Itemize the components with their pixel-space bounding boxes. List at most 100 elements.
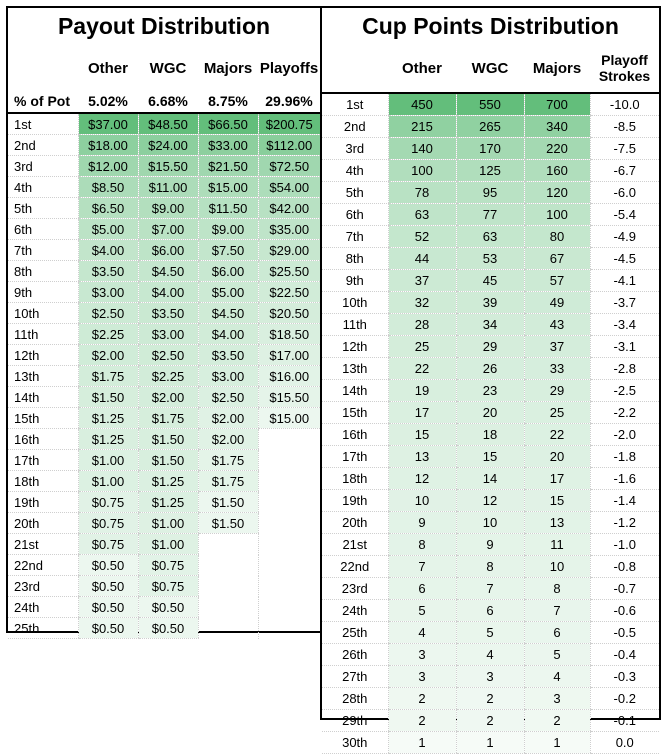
cup-rank-cell: 9th: [322, 269, 388, 292]
payout-rank-cell: 22nd: [8, 554, 78, 576]
cup-other-cell: 10: [387, 489, 456, 512]
payout-majors-cell: $4.00: [197, 323, 258, 345]
payout-rank-cell: 9th: [8, 281, 78, 303]
cup-row: 13th 22 26 33 -2.8: [322, 357, 659, 380]
payout-playoffs-cell: $42.00: [257, 197, 320, 219]
payout-rank-cell: 20th: [8, 512, 78, 534]
cup-row: 14th 19 23 29 -2.5: [322, 379, 659, 402]
payout-playoffs-cell: $17.00: [257, 344, 320, 366]
payout-other-cell: $0.75: [77, 491, 138, 513]
payout-row: 19th $0.75 $1.25 $1.50: [8, 491, 320, 513]
cup-wgc-cell: 2: [455, 687, 524, 710]
cup-rank-cell: 29th: [322, 709, 388, 732]
payout-rank-cell: 15th: [8, 407, 78, 429]
payout-playoffs-cell: [257, 470, 320, 492]
cup-rank-cell: 24th: [322, 599, 388, 622]
cup-other-cell: 9: [387, 511, 456, 534]
payout-other-cell: $3.00: [77, 281, 138, 303]
payout-majors-cell: $1.75: [197, 449, 258, 471]
cup-wgc-cell: 26: [455, 357, 524, 380]
payout-other-cell: $3.50: [77, 260, 138, 282]
cup-rank-cell: 4th: [322, 159, 388, 182]
pct-playoffs: 29.96%: [258, 89, 320, 114]
cup-row: 22nd 7 8 10 -0.8: [322, 555, 659, 578]
payout-row: 17th $1.00 $1.50 $1.75: [8, 449, 320, 471]
cup-other-cell: 32: [387, 291, 456, 314]
cup-majors-cell: 700: [523, 93, 590, 116]
cup-other-cell: 25: [387, 335, 456, 358]
cup-header-rank: [322, 44, 388, 94]
cup-row: 2nd 215 265 340 -8.5: [322, 115, 659, 138]
payout-majors-cell: [197, 596, 258, 618]
cup-row: 8th 44 53 67 -4.5: [322, 247, 659, 270]
cup-majors-cell: 11: [523, 533, 590, 556]
payout-other-cell: $0.50: [77, 554, 138, 576]
cup-majors-cell: 5: [523, 643, 590, 666]
cup-row: 21st 8 9 11 -1.0: [322, 533, 659, 556]
payout-row: 25th $0.50 $0.50: [8, 617, 320, 639]
cup-wgc-cell: 95: [455, 181, 524, 204]
cup-wgc-cell: 4: [455, 643, 524, 666]
cup-points-distribution-panel: Cup Points Distribution Other WGC Majors…: [320, 6, 661, 754]
payout-row: 24th $0.50 $0.50: [8, 596, 320, 618]
payout-row: 6th $5.00 $7.00 $9.00 $35.00: [8, 218, 320, 240]
cup-strokes-cell: -0.3: [589, 665, 659, 688]
payout-other-cell: $2.00: [77, 344, 138, 366]
payout-playoffs-cell: [257, 533, 320, 555]
cup-wgc-cell: 7: [455, 577, 524, 600]
cup-majors-cell: 160: [523, 159, 590, 182]
cup-rank-cell: 21st: [322, 533, 388, 556]
cup-row: 16th 15 18 22 -2.0: [322, 423, 659, 446]
cup-strokes-cell: -5.4: [589, 203, 659, 226]
cup-rank-cell: 23rd: [322, 577, 388, 600]
payout-other-cell: $0.50: [77, 575, 138, 597]
cup-header-wgc: WGC: [456, 44, 524, 94]
payout-wgc-cell: $2.00: [137, 386, 198, 408]
payout-other-cell: $18.00: [77, 134, 138, 156]
payout-row: 11th $2.25 $3.00 $4.00 $18.50: [8, 323, 320, 345]
payout-wgc-cell: $0.75: [137, 554, 198, 576]
cup-rank-cell: 19th: [322, 489, 388, 512]
cup-wgc-cell: 20: [455, 401, 524, 424]
payout-rank-cell: 12th: [8, 344, 78, 366]
payout-playoffs-cell: $25.50: [257, 260, 320, 282]
cup-header-row: Other WGC Majors Playoff Strokes: [322, 44, 659, 94]
cup-majors-cell: 3: [523, 687, 590, 710]
payout-majors-cell: $2.50: [197, 386, 258, 408]
cup-wgc-cell: 8: [455, 555, 524, 578]
payout-wgc-cell: $0.50: [137, 617, 198, 639]
cup-wgc-cell: 39: [455, 291, 524, 314]
cup-row: 6th 63 77 100 -5.4: [322, 203, 659, 226]
cup-row: 11th 28 34 43 -3.4: [322, 313, 659, 336]
cup-row: 12th 25 29 37 -3.1: [322, 335, 659, 358]
cup-row: 25th 4 5 6 -0.5: [322, 621, 659, 644]
payout-other-cell: $0.50: [77, 617, 138, 639]
cup-wgc-cell: 125: [455, 159, 524, 182]
cup-strokes-cell: -1.8: [589, 445, 659, 468]
cup-rank-cell: 25th: [322, 621, 388, 644]
payout-row: 3rd $12.00 $15.50 $21.50 $72.50: [8, 155, 320, 177]
payout-wgc-cell: $1.25: [137, 470, 198, 492]
cup-title: Cup Points Distribution: [362, 13, 619, 39]
cup-wgc-cell: 45: [455, 269, 524, 292]
cup-header-majors: Majors: [524, 44, 590, 94]
cup-row: 17th 13 15 20 -1.8: [322, 445, 659, 468]
payout-playoffs-cell: $22.50: [257, 281, 320, 303]
payout-row: 8th $3.50 $4.50 $6.00 $25.50: [8, 260, 320, 282]
payout-wgc-cell: $1.00: [137, 512, 198, 534]
cup-row: 29th 2 2 2 -0.1: [322, 709, 659, 732]
cup-rank-cell: 15th: [322, 401, 388, 424]
payout-wgc-cell: $3.50: [137, 302, 198, 324]
payout-wgc-cell: $24.00: [137, 134, 198, 156]
cup-strokes-cell: -4.5: [589, 247, 659, 270]
cup-other-cell: 37: [387, 269, 456, 292]
payout-rank-cell: 25th: [8, 617, 78, 639]
payout-table: Other WGC Majors Playoffs % of Pot 5.02%…: [8, 48, 320, 639]
payout-majors-cell: $9.00: [197, 218, 258, 240]
payout-header-majors: Majors: [203, 60, 253, 77]
cup-other-cell: 8: [387, 533, 456, 556]
cup-strokes-cell: -1.4: [589, 489, 659, 512]
cup-strokes-cell: -1.0: [589, 533, 659, 556]
cup-row: 3rd 140 170 220 -7.5: [322, 137, 659, 160]
payout-wgc-cell: $1.50: [137, 449, 198, 471]
